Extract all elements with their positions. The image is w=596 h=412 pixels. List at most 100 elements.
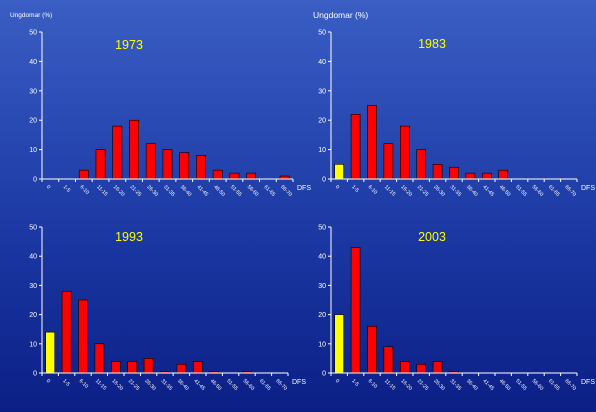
bar-16-20	[399, 125, 410, 180]
x-tick-label: 46-50	[212, 184, 226, 198]
x-tick-label: 56-60	[531, 184, 545, 198]
bar-26-30	[432, 164, 443, 180]
y-tick-label: 10	[318, 341, 326, 348]
x-tick-label: 41-45	[481, 184, 495, 198]
chart-panel-1993: 1993 0 10 20 30 40 50 0 1-5 6-10 11-15 16-20 21-25 26…	[29, 225, 306, 392]
x-tick-label: 1-5	[62, 184, 72, 194]
x-tick-label: 31-35	[162, 184, 176, 198]
x-tick-label: 21-25	[127, 378, 141, 392]
x-tick-label: 56-60	[246, 184, 260, 198]
x-tick-label: 46-50	[498, 184, 512, 198]
x-tick-label: 41-45	[192, 378, 206, 392]
x-tick-label: 21-25	[416, 184, 430, 198]
bar-46-50	[212, 169, 223, 180]
bar-11-15	[94, 343, 105, 374]
x-tick-label: 0	[45, 184, 51, 190]
x-tick-label: 11-15	[383, 378, 396, 391]
x-axis-label: DFS	[297, 185, 311, 192]
x-tick-label: 31-35	[449, 184, 463, 198]
x-tick-label: 36-40	[465, 184, 479, 198]
x-axis-label: DFS	[581, 379, 595, 386]
x-tick-label: 56-60	[242, 378, 256, 392]
chart-panel-1973: Ungdomar (%) 1973 0 10 20 30 40 50 0 1-5 6-10 11-15…	[10, 12, 311, 198]
bar-11-15	[383, 346, 394, 374]
x-tick-label: 61-65	[547, 378, 561, 392]
y-tick-label: 0	[322, 177, 326, 184]
bar-31-35	[449, 166, 459, 180]
bar-6-10	[78, 169, 89, 180]
x-tick-label: 61-65	[262, 184, 276, 198]
y-tick-label: 10	[318, 147, 326, 154]
x-tick-label: 6-10	[78, 378, 90, 390]
y-tick-label: 40	[318, 59, 326, 66]
bar-1-5	[350, 114, 361, 180]
y-tick-label: 0	[33, 177, 37, 184]
x-tick-label: 66-70	[274, 378, 288, 392]
y-tick-label: 20	[29, 118, 37, 125]
bar-56-60	[246, 172, 257, 180]
x-tick-label: 56-60	[531, 378, 545, 392]
x-tick-label: 61-65	[258, 378, 272, 392]
bar-26-30	[143, 358, 154, 374]
y-tick-label: 10	[29, 341, 37, 348]
bar-1-5	[61, 290, 72, 374]
bar-16-20	[399, 361, 410, 374]
bar-11-15	[383, 143, 394, 180]
chart-title: 1993	[115, 230, 143, 244]
x-tick-label: 0	[334, 184, 340, 190]
y-tick-label: 0	[322, 371, 326, 378]
bar-36-40	[465, 172, 476, 180]
x-tick-label: 41-45	[481, 378, 495, 392]
y-tick-label: 50	[318, 30, 326, 37]
x-tick-label: 16-20	[399, 184, 413, 198]
x-tick-label: 0	[45, 378, 51, 384]
chart-panel-2003: 2003 0 10 20 30 40 50 0 1-5 6-10 11-15 16-20 21-25 26…	[318, 225, 595, 392]
x-tick-label: 66-70	[563, 378, 577, 392]
y-tick-label: 20	[29, 312, 37, 319]
bar-16-20	[112, 125, 123, 180]
bar-1-5	[350, 247, 361, 374]
bar-31-35	[162, 149, 173, 180]
bar-51-55	[229, 172, 240, 180]
bar-11-15	[95, 149, 106, 180]
x-tick-label: 46-50	[498, 378, 512, 392]
x-tick-label: 21-25	[416, 378, 430, 392]
y-axis-label: Ungdomar (%)	[10, 12, 52, 19]
bar-21-25	[129, 119, 139, 180]
y-tick-label: 30	[318, 283, 326, 290]
x-tick-label: 51-55	[229, 184, 243, 198]
x-tick-label: 26-30	[143, 378, 157, 392]
chart-title: 1973	[115, 38, 143, 52]
x-axis-label: DFS	[292, 379, 306, 386]
x-tick-label: 46-50	[209, 378, 223, 392]
x-tick-label: 36-40	[465, 378, 479, 392]
x-tick-label: 11-15	[94, 378, 107, 391]
chart-title: 2003	[418, 230, 446, 244]
y-tick-label: 50	[318, 225, 326, 232]
x-tick-label: 16-20	[112, 184, 126, 198]
y-axis-label: Ungdomar (%)	[313, 10, 368, 20]
x-axis-label: DFS	[581, 185, 595, 192]
y-tick-label: 40	[29, 59, 37, 66]
y-tick-label: 20	[318, 312, 326, 319]
chart-title: 1983	[418, 37, 446, 51]
y-tick-label: 30	[29, 88, 37, 95]
x-tick-label: 26-30	[145, 184, 159, 198]
x-tick-label: 16-20	[110, 378, 124, 392]
bar-46-50	[498, 169, 509, 180]
bar-21-25	[416, 363, 427, 374]
x-tick-label: 21-25	[129, 184, 143, 198]
x-tick-label: 1-5	[350, 184, 360, 194]
chart-panel-1983: Ungdomar (%) 1983 0 10 20 30 40 50 0 1-5 6-10 11-15…	[313, 10, 595, 198]
y-tick-label: 30	[318, 88, 326, 95]
x-tick-label: 0	[334, 378, 340, 384]
bar-21-25	[416, 149, 427, 180]
x-tick-label: 41-45	[196, 184, 210, 198]
bar-0	[334, 314, 345, 374]
bar-6-10	[367, 105, 377, 180]
x-tick-label: 26-30	[432, 378, 446, 392]
x-tick-label: 66-70	[279, 184, 293, 198]
x-tick-label: 51-55	[514, 378, 528, 392]
bar-26-30	[432, 361, 443, 374]
x-tick-label: 6-10	[367, 378, 379, 390]
